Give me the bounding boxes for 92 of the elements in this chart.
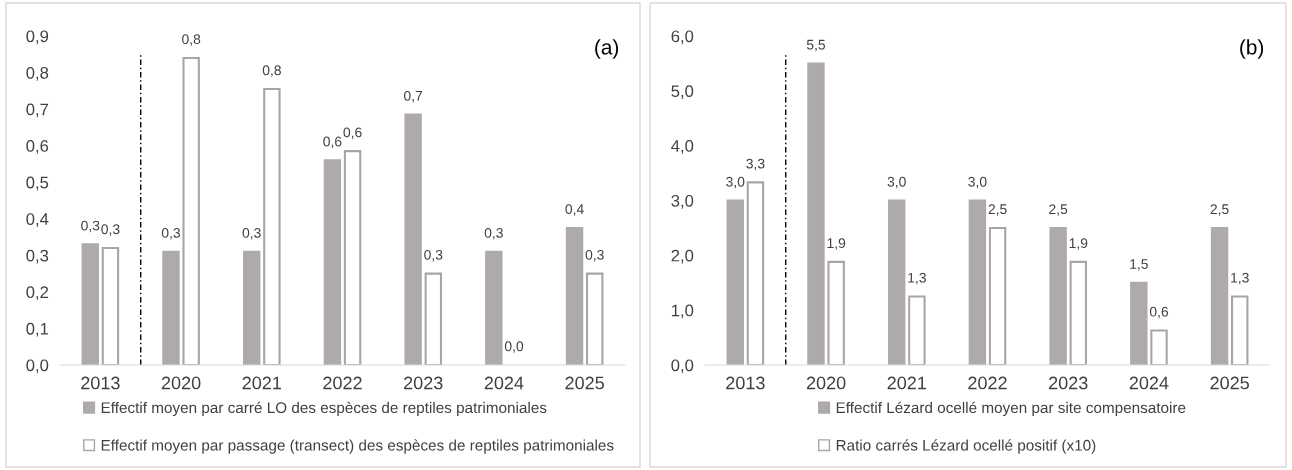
- data-label: 0,4: [565, 204, 584, 216]
- data-label: 0,3: [424, 249, 443, 262]
- data-label: 3,0: [968, 176, 987, 189]
- data-label: 3,0: [726, 176, 745, 189]
- x-tick-label: 2022: [968, 376, 1007, 390]
- y-tick-label: 0,1: [26, 322, 49, 337]
- data-label: 2,5: [1049, 204, 1068, 216]
- bar: [242, 250, 261, 365]
- y-tick-label: 3,0: [671, 194, 694, 209]
- x-tick-label: 2023: [404, 376, 443, 390]
- bar: [565, 226, 584, 365]
- annotation: (b): [1240, 39, 1264, 59]
- data-label: 0,7: [404, 90, 423, 103]
- data-label: 0,3: [242, 227, 261, 240]
- x-tick-label: 2021: [887, 376, 926, 390]
- bar: [746, 181, 765, 365]
- data-label: 0,8: [182, 34, 201, 46]
- data-label: 0,3: [81, 220, 100, 233]
- y-tick-label: 0,0: [26, 359, 49, 374]
- bar: [968, 199, 987, 365]
- data-label: 0,6: [1149, 306, 1169, 319]
- y-tick-label: 0,3: [26, 249, 49, 264]
- y-tick-label: 0,4: [26, 213, 49, 227]
- y-tick-label: 5,0: [671, 85, 694, 100]
- y-tick-label: 0,5: [26, 176, 49, 191]
- bar: [1210, 226, 1229, 365]
- bar: [1130, 281, 1148, 365]
- y-tick-label: 2,0: [671, 249, 694, 264]
- bar: [1231, 295, 1249, 365]
- y-tick-label: 0,2: [26, 286, 49, 301]
- data-label: 0,0: [504, 341, 524, 353]
- bar: [485, 250, 503, 365]
- bar: [424, 272, 443, 365]
- x-tick-label: 2024: [1129, 376, 1169, 390]
- legend-label: Effectif moyen par carré LO des espèces de reptiles patrimoniales: [101, 401, 547, 417]
- y-tick-label: 0,6: [26, 140, 49, 154]
- data-label: 0,6: [323, 136, 342, 149]
- bar: [343, 150, 362, 365]
- y-tick-label: 6,0: [671, 30, 694, 45]
- data-label: 0,8: [262, 65, 281, 77]
- data-label: 1,5: [1130, 259, 1148, 271]
- bar: [404, 113, 422, 365]
- data-label: 3,3: [746, 158, 765, 171]
- legend-label: Ratio carrés Lézard ocellé positif (x10): [836, 439, 1096, 454]
- x-tick-label: 2023: [1049, 376, 1088, 390]
- data-label: 0,3: [484, 227, 503, 240]
- data-label: 2,5: [1210, 204, 1229, 216]
- data-label: 1,9: [827, 238, 846, 250]
- x-tick-label: 2025: [565, 376, 604, 390]
- bar: [182, 56, 200, 365]
- x-tick-label: 2013: [81, 376, 120, 390]
- bar: [908, 295, 926, 365]
- bar: [1150, 329, 1168, 365]
- data-label: 0,3: [585, 249, 604, 262]
- bar: [1069, 260, 1088, 365]
- bar: [323, 159, 342, 365]
- y-tick-label: 1,0: [671, 304, 694, 319]
- x-tick-label: 2013: [726, 376, 765, 390]
- y-tick-label: 0,0: [671, 359, 694, 374]
- annotation: (a): [595, 39, 619, 59]
- bar: [101, 246, 120, 365]
- bar: [887, 199, 906, 365]
- y-tick-label: 0,8: [26, 66, 49, 81]
- legend-label: Effectif Lézard ocellé moyen par site compensatoire: [836, 401, 1186, 417]
- bar: [263, 87, 281, 365]
- bar: [827, 260, 845, 365]
- data-label: 5,5: [806, 39, 826, 52]
- x-tick-label: 2020: [161, 376, 201, 390]
- y-tick-label: 0,9: [26, 30, 49, 45]
- x-tick-label: 2024: [484, 376, 524, 390]
- y-tick-label: 4,0: [671, 140, 694, 154]
- bar: [586, 272, 604, 365]
- data-label: 1,9: [1069, 238, 1088, 250]
- x-tick-label: 2021: [242, 376, 281, 390]
- data-label: 0,3: [161, 227, 181, 240]
- bar: [162, 250, 180, 365]
- bar: [807, 62, 825, 365]
- data-label: 1,3: [1231, 272, 1249, 285]
- data-label: 3,0: [887, 176, 906, 189]
- data-label: 0,6: [343, 127, 362, 139]
- data-label: 0,3: [101, 224, 120, 236]
- bar: [726, 199, 744, 365]
- x-tick-label: 2022: [323, 376, 362, 390]
- bar: [988, 226, 1007, 365]
- legend-label: Effectif moyen par passage (transect) des espèces de reptiles patrimoniales: [101, 439, 614, 454]
- x-tick-label: 2020: [806, 376, 846, 390]
- y-tick-label: 0,7: [26, 103, 49, 118]
- bar: [81, 243, 99, 365]
- data-label: 2,5: [988, 204, 1007, 216]
- bar: [1049, 226, 1067, 365]
- data-label: 1,3: [908, 272, 926, 285]
- x-tick-label: 2025: [1210, 376, 1249, 390]
